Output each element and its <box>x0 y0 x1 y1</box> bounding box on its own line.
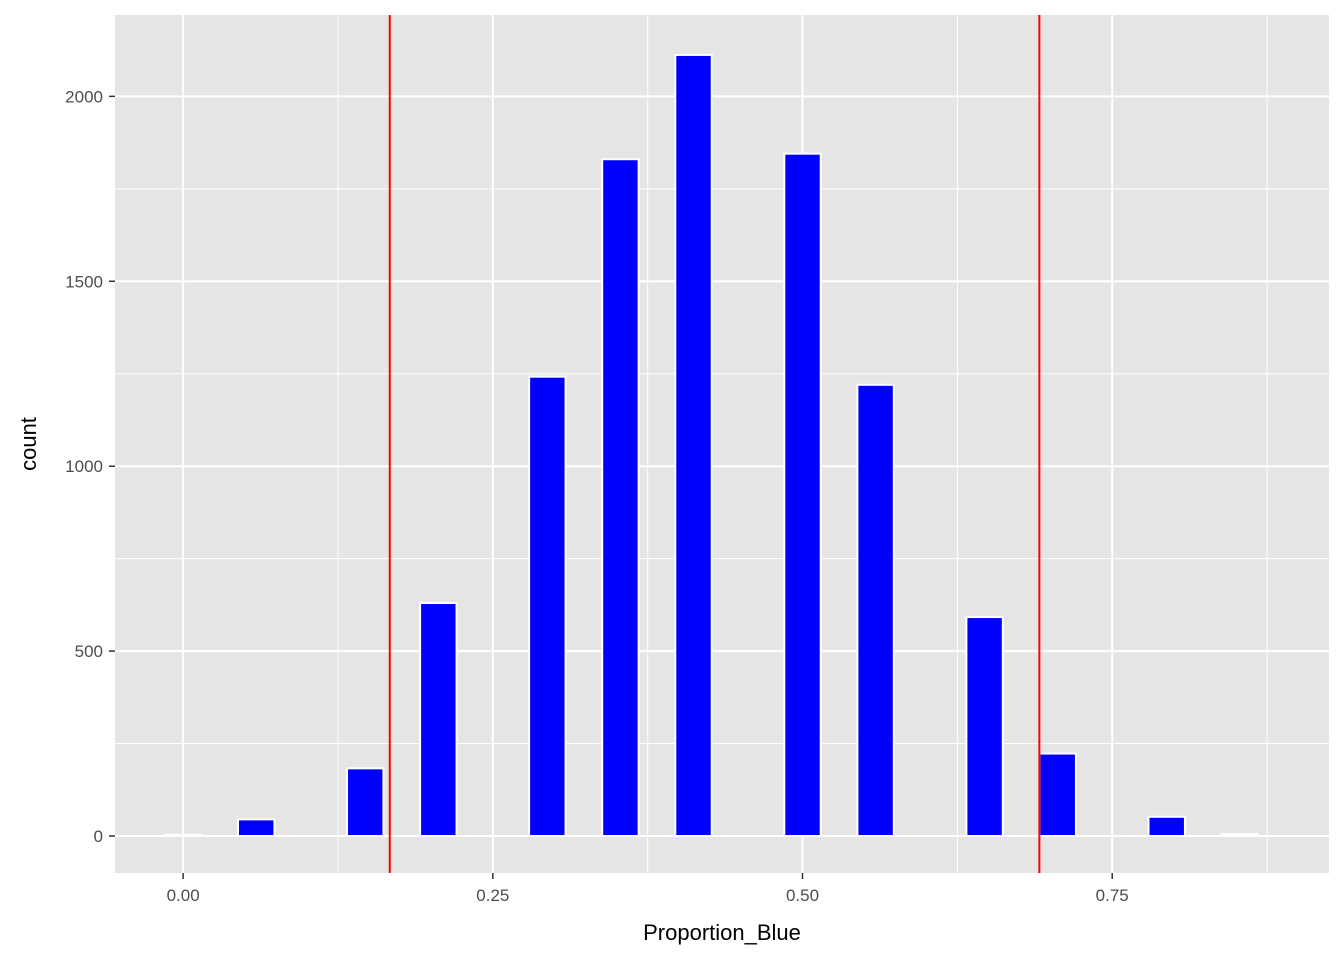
y-tick-label: 1500 <box>65 272 103 291</box>
x-tick-label: 0.75 <box>1096 886 1129 905</box>
x-tick-label: 0.25 <box>476 886 509 905</box>
x-tick-label: 0.00 <box>167 886 200 905</box>
minor-gridlines <box>115 15 1329 873</box>
histogram-bar <box>783 152 822 838</box>
histogram-bar <box>528 375 567 838</box>
x-axis-title: Proportion_Blue <box>643 920 801 945</box>
y-tick-label: 500 <box>75 642 103 661</box>
reference-lines <box>388 15 1041 873</box>
histogram-bar <box>1147 815 1186 838</box>
histogram-bar <box>1038 752 1077 838</box>
y-tick-label: 1000 <box>65 457 103 476</box>
x-tick-label: 0.50 <box>786 886 819 905</box>
y-tick-label: 2000 <box>65 87 103 106</box>
y-axis-title: count <box>16 417 41 471</box>
histogram-bar <box>856 383 895 838</box>
histogram-bar <box>1220 833 1260 838</box>
histogram-bar <box>419 602 458 838</box>
histogram-bar <box>237 818 276 838</box>
y-tick-label: 0 <box>94 827 103 846</box>
histogram-bar <box>965 616 1004 838</box>
x-axis-ticks: 0.00 0.25 0.50 0.75 <box>167 873 1129 905</box>
histogram-bar <box>601 158 640 838</box>
histogram-bars <box>163 53 1260 838</box>
histogram-bar <box>674 53 713 838</box>
histogram-bar <box>163 833 203 838</box>
y-axis-ticks: 0 500 1000 1500 2000 <box>65 87 115 846</box>
histogram-bar <box>346 767 385 838</box>
plot-panel <box>115 15 1329 873</box>
